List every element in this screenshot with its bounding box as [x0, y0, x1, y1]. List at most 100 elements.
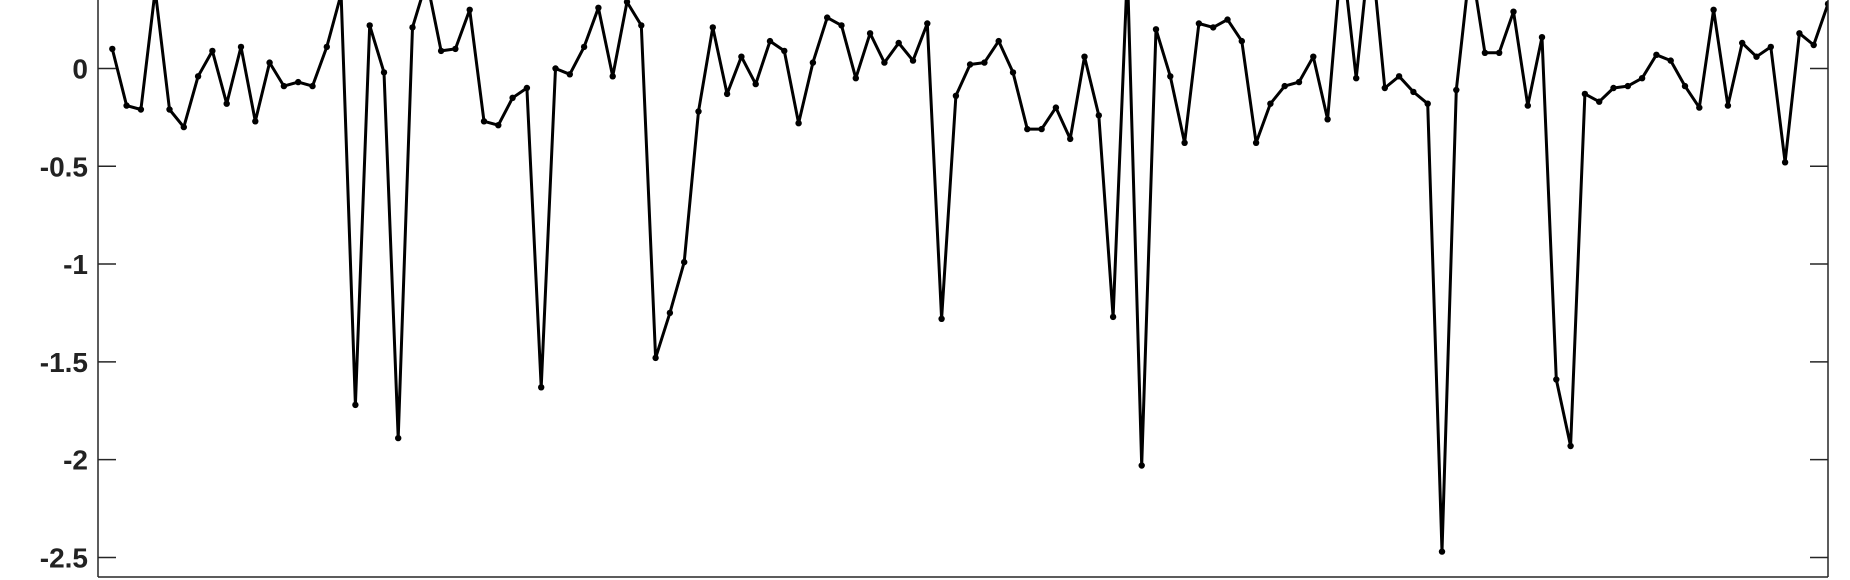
data-point — [1252, 139, 1260, 146]
data-point — [1095, 112, 1103, 119]
data-point — [366, 22, 373, 29]
y-tick-label: -2.5 — [40, 542, 88, 573]
data-point — [580, 43, 588, 51]
data-point — [1581, 90, 1589, 98]
data-point — [1052, 104, 1060, 111]
data-point — [809, 59, 817, 66]
data-point — [952, 92, 960, 100]
data-point — [966, 61, 974, 68]
data-point — [1281, 82, 1288, 90]
data-point — [1496, 49, 1503, 56]
data-point — [380, 69, 388, 76]
data-point — [309, 82, 316, 90]
data-point — [1353, 75, 1360, 82]
data-point — [523, 84, 531, 92]
data-point — [409, 24, 416, 31]
data-point — [909, 57, 917, 64]
plot-area — [98, 0, 1828, 577]
y-tick-label: -2 — [63, 445, 88, 476]
data-point — [1024, 125, 1031, 133]
data-point — [266, 59, 273, 66]
data-point — [1610, 84, 1617, 92]
data-point — [1152, 26, 1160, 33]
data-point — [981, 59, 988, 66]
data-point — [709, 24, 716, 31]
data-point — [1753, 53, 1760, 60]
data-point — [1681, 82, 1689, 90]
data-point — [695, 108, 702, 115]
data-point — [795, 120, 802, 127]
data-point — [652, 354, 659, 362]
data-point — [1238, 37, 1246, 45]
data-point — [1524, 102, 1532, 109]
data-point — [1138, 462, 1145, 469]
y-tick-label: -1 — [63, 249, 88, 280]
data-point — [1195, 20, 1203, 27]
data-point — [1167, 73, 1174, 80]
data-point — [352, 401, 359, 409]
data-point — [852, 75, 859, 82]
data-point — [1781, 159, 1789, 166]
data-point — [1410, 88, 1417, 96]
data-point — [838, 22, 845, 29]
data-point — [1438, 548, 1446, 555]
data-point — [895, 39, 902, 47]
data-point — [1767, 43, 1775, 51]
data-point — [466, 6, 473, 13]
data-point — [738, 53, 745, 60]
data-point — [1624, 82, 1632, 90]
data-point — [1381, 84, 1389, 92]
data-point — [180, 123, 187, 131]
data-point — [495, 122, 502, 129]
data-point — [1596, 98, 1603, 105]
data-point — [1567, 442, 1574, 450]
data-point — [395, 434, 402, 442]
data-point — [1067, 135, 1074, 143]
data-point — [623, 0, 631, 6]
data-point — [1538, 34, 1546, 41]
axes-layer — [97, 0, 1829, 578]
data-point — [166, 106, 173, 113]
data-point — [1038, 125, 1045, 133]
data-point — [1724, 102, 1732, 109]
data-point — [1424, 100, 1431, 107]
data-point — [209, 47, 216, 55]
data-point — [1710, 6, 1717, 13]
data-point — [881, 59, 888, 66]
data-point — [681, 258, 688, 266]
data-point — [1810, 41, 1817, 49]
data-point — [323, 43, 330, 51]
data-point — [866, 30, 874, 37]
data-point — [552, 65, 559, 72]
data-point — [252, 118, 259, 125]
data-point — [1109, 313, 1117, 321]
y-tick-label: -0.5 — [40, 151, 88, 182]
data-point — [137, 106, 145, 113]
data-point — [1696, 104, 1703, 111]
data-point — [1553, 376, 1560, 383]
data-point — [280, 82, 288, 90]
data-point — [1081, 53, 1088, 60]
y-tick-label: 0 — [72, 53, 88, 84]
data-point — [1224, 16, 1231, 23]
data-point — [1481, 49, 1489, 56]
data-point — [1324, 116, 1331, 123]
data-point — [666, 309, 674, 317]
data-point — [638, 22, 645, 29]
data-point — [109, 45, 116, 53]
data-point — [1510, 8, 1517, 15]
data-point — [766, 37, 774, 45]
data-point — [1453, 86, 1460, 94]
data-point — [723, 90, 731, 98]
data-point — [781, 47, 788, 55]
data-point — [1638, 75, 1646, 82]
data-point — [1267, 100, 1274, 107]
data-point — [1009, 69, 1017, 76]
data-point — [452, 45, 459, 53]
data-point — [595, 4, 602, 11]
y-tick-label: -1.5 — [40, 347, 88, 378]
data-point — [237, 43, 245, 51]
data-point — [1181, 139, 1188, 146]
y-tick-layer: 0 -0.5 -1 -1.5 -2 -2.5 — [40, 53, 1828, 573]
